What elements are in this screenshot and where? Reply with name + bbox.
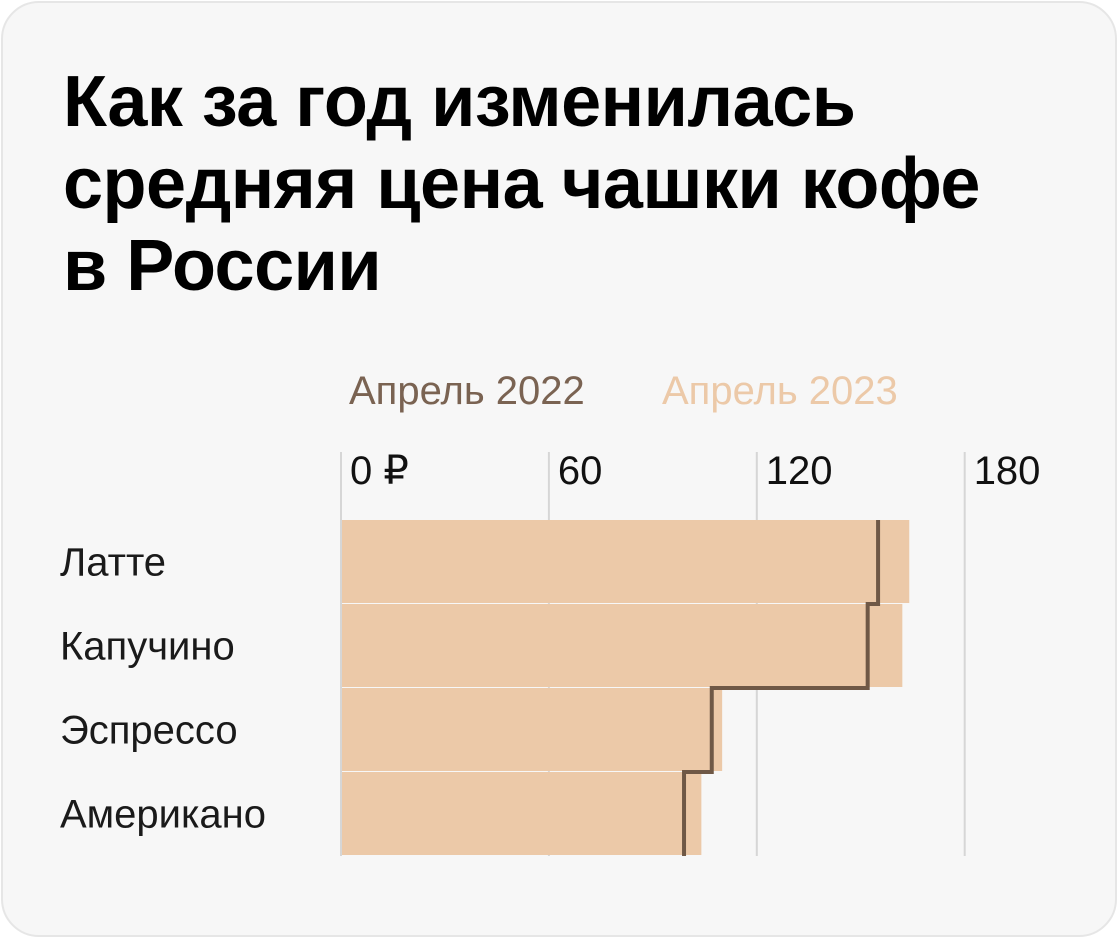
- x-tick-label-60: 60: [558, 449, 603, 493]
- bar-2023-1: [341, 520, 910, 603]
- chart-title: Как за год изменилась средняя цена чашки…: [63, 61, 1023, 307]
- category-label-2: Капучино: [60, 625, 235, 669]
- step-line-2022: [682, 520, 881, 856]
- title-line-3: в России: [63, 226, 382, 306]
- x-tick-label-120: 120: [766, 449, 833, 493]
- bar-2023-3: [341, 688, 723, 771]
- legend-2022: Апрель 2022: [349, 369, 585, 413]
- legend-2023: Апрель 2023: [662, 369, 898, 413]
- category-label-3: Эспрессо: [60, 709, 238, 753]
- bar-2023-4: [341, 772, 702, 855]
- bar-2023-2: [341, 604, 903, 687]
- title-line-1: Как за год изменилась: [63, 62, 856, 142]
- category-label-1: Латте: [60, 541, 166, 585]
- x-tick-label-180: 180: [974, 449, 1041, 493]
- title-line-2: средняя цена чашки кофе: [63, 144, 980, 224]
- category-label-4: Американо: [60, 793, 266, 837]
- x-tick-label-0: 0 ₽: [350, 449, 409, 493]
